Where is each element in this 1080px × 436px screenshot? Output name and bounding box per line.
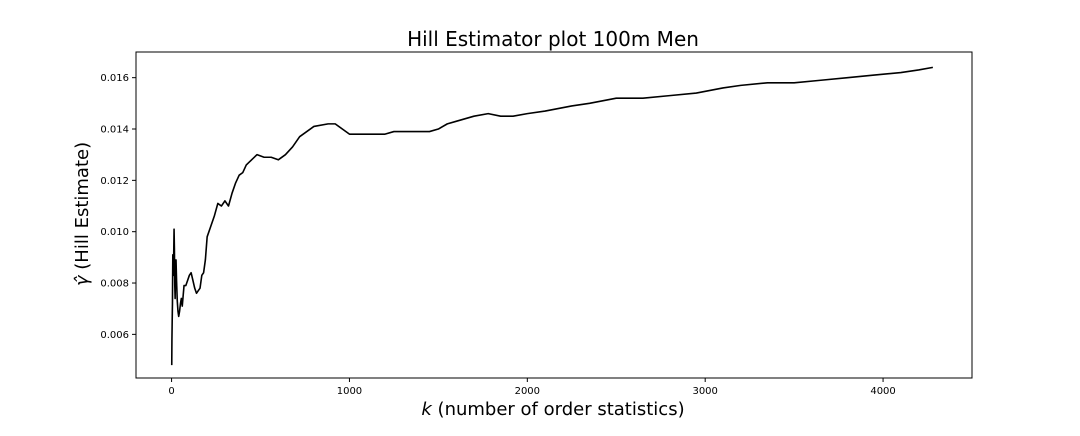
x-tick-label: 0 <box>168 386 174 397</box>
y-tick-label: 0.012 <box>100 176 129 187</box>
x-tick-label: 4000 <box>870 386 895 397</box>
y-tick-label: 0.008 <box>100 279 129 290</box>
y-tick-label: 0.016 <box>100 73 129 84</box>
x-axis-ticks: 0 1000 2000 3000 4000 <box>168 378 896 397</box>
x-axis-label-text: (number of order statistics) <box>432 399 685 420</box>
plot-area-frame <box>135 51 973 379</box>
x-axis-label-symbol: k <box>421 399 433 420</box>
y-axis-label: γ̂ (Hill Estimate) <box>72 142 93 286</box>
y-axis-label-text: (Hill Estimate) <box>72 142 93 276</box>
y-tick-label: 0.006 <box>100 330 129 341</box>
y-tick-label: 0.014 <box>100 125 129 136</box>
series-line <box>170 66 934 366</box>
y-tick-label: 0.010 <box>100 227 129 238</box>
chart-title: Hill Estimator plot 100m Men <box>407 27 699 51</box>
x-tick-label: 1000 <box>337 386 362 397</box>
y-axis-ticks: 0.006 0.008 0.010 0.012 0.014 0.016 <box>100 73 136 341</box>
x-axis-label: k (number of order statistics) <box>421 399 684 420</box>
x-tick-label: 3000 <box>692 386 717 397</box>
x-tick-label: 2000 <box>515 386 540 397</box>
y-axis-label-symbol: γ̂ <box>72 274 93 286</box>
